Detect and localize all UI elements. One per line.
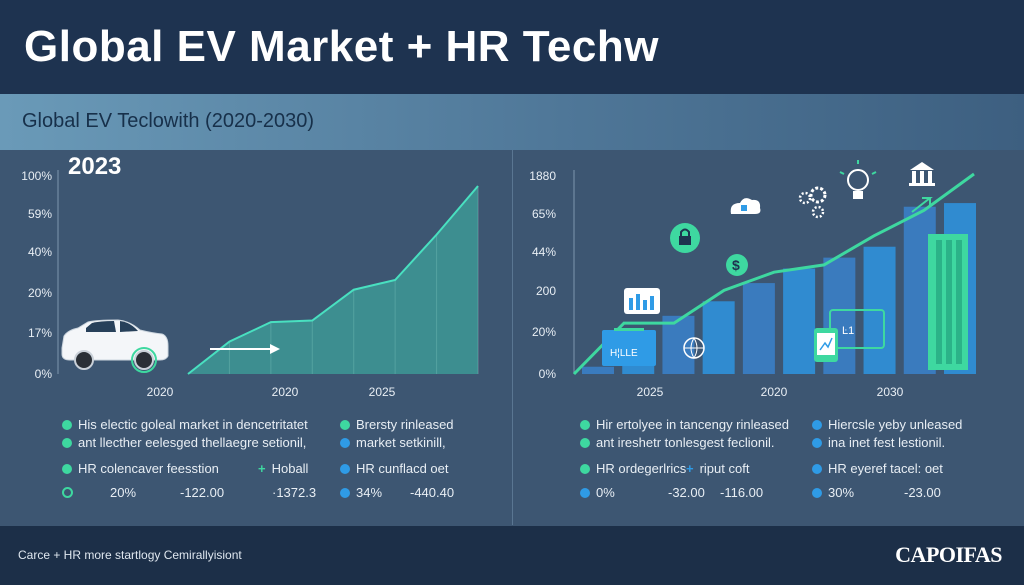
y-tick-label: 65% <box>532 207 556 221</box>
legend-value: -122.00 <box>180 485 225 500</box>
legend-text: His electic goleal market in dencetritat… <box>78 417 308 432</box>
legend-value: ·1372.3 <box>272 485 317 500</box>
legend-left: His electic goleal market in dencetritat… <box>62 417 502 517</box>
legend-dot <box>340 488 350 498</box>
legend-text: HR eyeref tacel: oet <box>828 461 943 476</box>
legend-dot <box>580 488 590 498</box>
legend-dot <box>340 420 350 430</box>
legend-text: Hir ertolyee in tancengy rinleased <box>596 417 789 432</box>
legend-value: 0% <box>596 485 615 500</box>
y-tick-label: 59% <box>28 207 52 221</box>
legend-dot <box>340 464 350 474</box>
legend-text: Hoball <box>271 461 309 476</box>
legend-dot <box>580 438 590 448</box>
legend-ring <box>62 487 73 498</box>
y-tick-label: 20% <box>28 286 52 300</box>
globe-icon <box>683 337 705 359</box>
trend-arrow-icon <box>911 197 933 213</box>
legend-dot <box>580 464 590 474</box>
bank-icon <box>909 162 935 186</box>
legend-value: -23.00 <box>904 485 941 500</box>
y-tick-label: 1880 <box>529 169 556 183</box>
legend-text: ina inet fest lestionil. <box>828 435 946 450</box>
legend-value: -116.00 <box>720 485 764 500</box>
svg-text:$: $ <box>732 257 740 273</box>
legend-text: HR colencaver feesstion <box>78 461 219 476</box>
x-tick-label: 2025 <box>637 385 664 399</box>
legend-text: HR ordegerlrics <box>596 461 687 476</box>
legend-dot <box>62 438 72 448</box>
legend-value: -440.40 <box>410 485 455 500</box>
y-tick-label: 40% <box>28 245 52 259</box>
ev-market-area-chart: 2023 100% 59% 40% 20% 17% 0% 2020 2020 2025 <box>21 153 479 399</box>
plus-icon: + <box>686 461 694 476</box>
y-tick-label: 0% <box>539 367 557 381</box>
legend-text: market setkinill, <box>356 435 446 450</box>
legend-text: Brersty rinleased <box>356 417 454 432</box>
legend-value: 30% <box>828 485 855 500</box>
bar <box>702 301 735 374</box>
building-icon <box>928 234 968 370</box>
bar <box>783 268 816 374</box>
footer-caption: Carce + HR more startlogy Cemirallyision… <box>18 548 242 562</box>
trend-line <box>572 172 975 376</box>
legend-right: Hir ertolyee in tancengy rinleased Hierc… <box>580 417 1010 517</box>
ev-growth-line <box>187 185 479 375</box>
bar <box>582 366 614 374</box>
page-subtitle: Global EV Teclowith (2020-2030) <box>22 110 315 132</box>
arrow-right-icon <box>210 344 280 354</box>
legend-value: 34% <box>356 485 383 500</box>
dollar-icon: $ <box>726 254 748 276</box>
legend-text: Hiercsle yeby unleased <box>828 417 963 432</box>
panel-divider <box>512 150 513 525</box>
legend-text: riput coft <box>699 461 750 476</box>
legend-dot <box>812 420 822 430</box>
legend-dot <box>812 464 822 474</box>
subheader-bar: Global EV Teclowith (2020-2030) <box>0 94 1024 150</box>
header-bar: Global EV Market + HR Techw <box>0 0 1024 94</box>
lightbulb-icon <box>839 160 877 199</box>
plus-icon: + <box>258 461 266 476</box>
highlight-year: 2023 <box>68 153 121 180</box>
x-tick-label: 2025 <box>369 385 396 399</box>
gears-icon <box>798 186 827 219</box>
y-tick-label: 200 <box>536 284 556 298</box>
legend-dot <box>62 464 72 474</box>
lock-icon <box>670 223 700 253</box>
legend-dot <box>62 420 72 430</box>
bar <box>662 315 695 374</box>
brand-logo: CAPOIFAS <box>895 542 1002 567</box>
legend-text: ant llecther eelesged thellaegre setioni… <box>78 435 307 450</box>
y-tick-label: 0% <box>35 367 53 381</box>
svg-text:Ŀ1: Ŀ1 <box>842 325 854 337</box>
tablet-icon <box>814 328 838 362</box>
legend-dot <box>340 438 350 448</box>
bar <box>742 283 775 374</box>
legend-text: HR cunflacd oet <box>356 461 449 476</box>
legend-dot <box>580 420 590 430</box>
legend-value: 20% <box>110 485 137 500</box>
y-tick-label: 20% <box>532 325 556 339</box>
car-icon <box>61 319 169 373</box>
y-tick-label: 17% <box>28 326 52 340</box>
legend-dot <box>812 438 822 448</box>
x-tick-label: 2020 <box>761 385 788 399</box>
svg-text:H¦LLE: H¦LLE <box>610 348 638 359</box>
page-title: Global EV Market + HR Techw <box>24 22 659 71</box>
y-tick-label: 100% <box>21 169 52 183</box>
y-tick-label: 44% <box>532 245 556 259</box>
hr-tech-bar-chart: 1880 65% 44% 200 20% 0% $ <box>529 160 976 399</box>
device-icon: H¦LLE <box>602 328 656 366</box>
legend-value: -32.00 <box>668 485 705 500</box>
footer-bar: Carce + HR more startlogy Cemirallyision… <box>0 526 1024 585</box>
ev-growth-area <box>188 186 478 374</box>
x-tick-label: 2020 <box>147 385 174 399</box>
legend-text: ant ireshetr tonlesgest feclionil. <box>596 435 775 450</box>
x-tick-label: 2020 <box>272 385 299 399</box>
legend-dot <box>812 488 822 498</box>
x-tick-label: 2030 <box>877 385 904 399</box>
cloud-icon <box>730 198 761 214</box>
dashboard-icon <box>624 288 660 314</box>
